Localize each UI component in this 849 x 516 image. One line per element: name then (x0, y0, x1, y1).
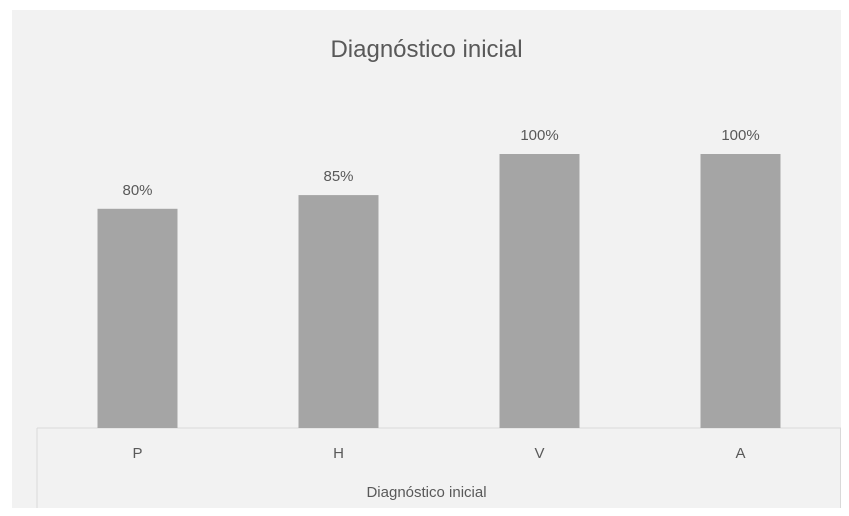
category-label-h: H (333, 445, 344, 462)
category-label-p: P (132, 445, 142, 462)
data-label-v: 100% (520, 127, 558, 144)
bar-v (499, 154, 580, 428)
category-label-v: V (534, 445, 544, 462)
chart-plot: 80% P 85% H 100% V 100% A (36, 127, 841, 508)
bar-h (298, 195, 379, 428)
x-axis-title: Diagnóstico inicial (366, 484, 487, 501)
category-label-a: A (735, 445, 745, 462)
bar-a (700, 154, 781, 428)
bar-p (97, 208, 178, 428)
data-label-a: 100% (721, 127, 759, 144)
data-label-h: 85% (323, 168, 353, 185)
chart-title: Diagnóstico inicial (330, 36, 523, 63)
chart-area: Diagnóstico inicial 80% P 85% H 100% V 100% A D… (12, 10, 841, 508)
data-label-p: 80% (122, 182, 152, 199)
